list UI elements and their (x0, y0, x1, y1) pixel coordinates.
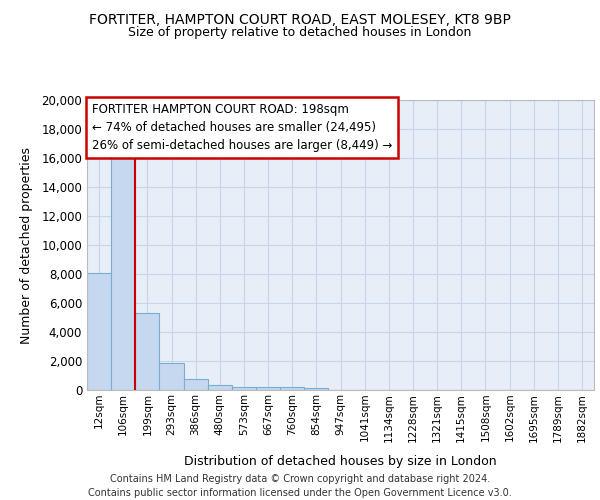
X-axis label: Distribution of detached houses by size in London: Distribution of detached houses by size … (184, 456, 497, 468)
Text: Size of property relative to detached houses in London: Size of property relative to detached ho… (128, 26, 472, 39)
Bar (280, 388, 304, 390)
Bar (208, 386, 232, 390)
Bar (111, 151, 135, 390)
Bar (135, 313, 160, 390)
Y-axis label: Number of detached properties: Number of detached properties (20, 146, 33, 344)
Bar (256, 387, 280, 390)
Bar (184, 379, 208, 390)
Bar (304, 388, 328, 390)
Bar (232, 386, 256, 390)
Text: FORTITER, HAMPTON COURT ROAD, EAST MOLESEY, KT8 9BP: FORTITER, HAMPTON COURT ROAD, EAST MOLES… (89, 12, 511, 26)
Bar (87, 272, 111, 390)
Text: FORTITER HAMPTON COURT ROAD: 198sqm
← 74% of detached houses are smaller (24,495: FORTITER HAMPTON COURT ROAD: 198sqm ← 74… (92, 103, 392, 152)
Bar (160, 363, 184, 390)
Text: Contains HM Land Registry data © Crown copyright and database right 2024.
Contai: Contains HM Land Registry data © Crown c… (88, 474, 512, 498)
